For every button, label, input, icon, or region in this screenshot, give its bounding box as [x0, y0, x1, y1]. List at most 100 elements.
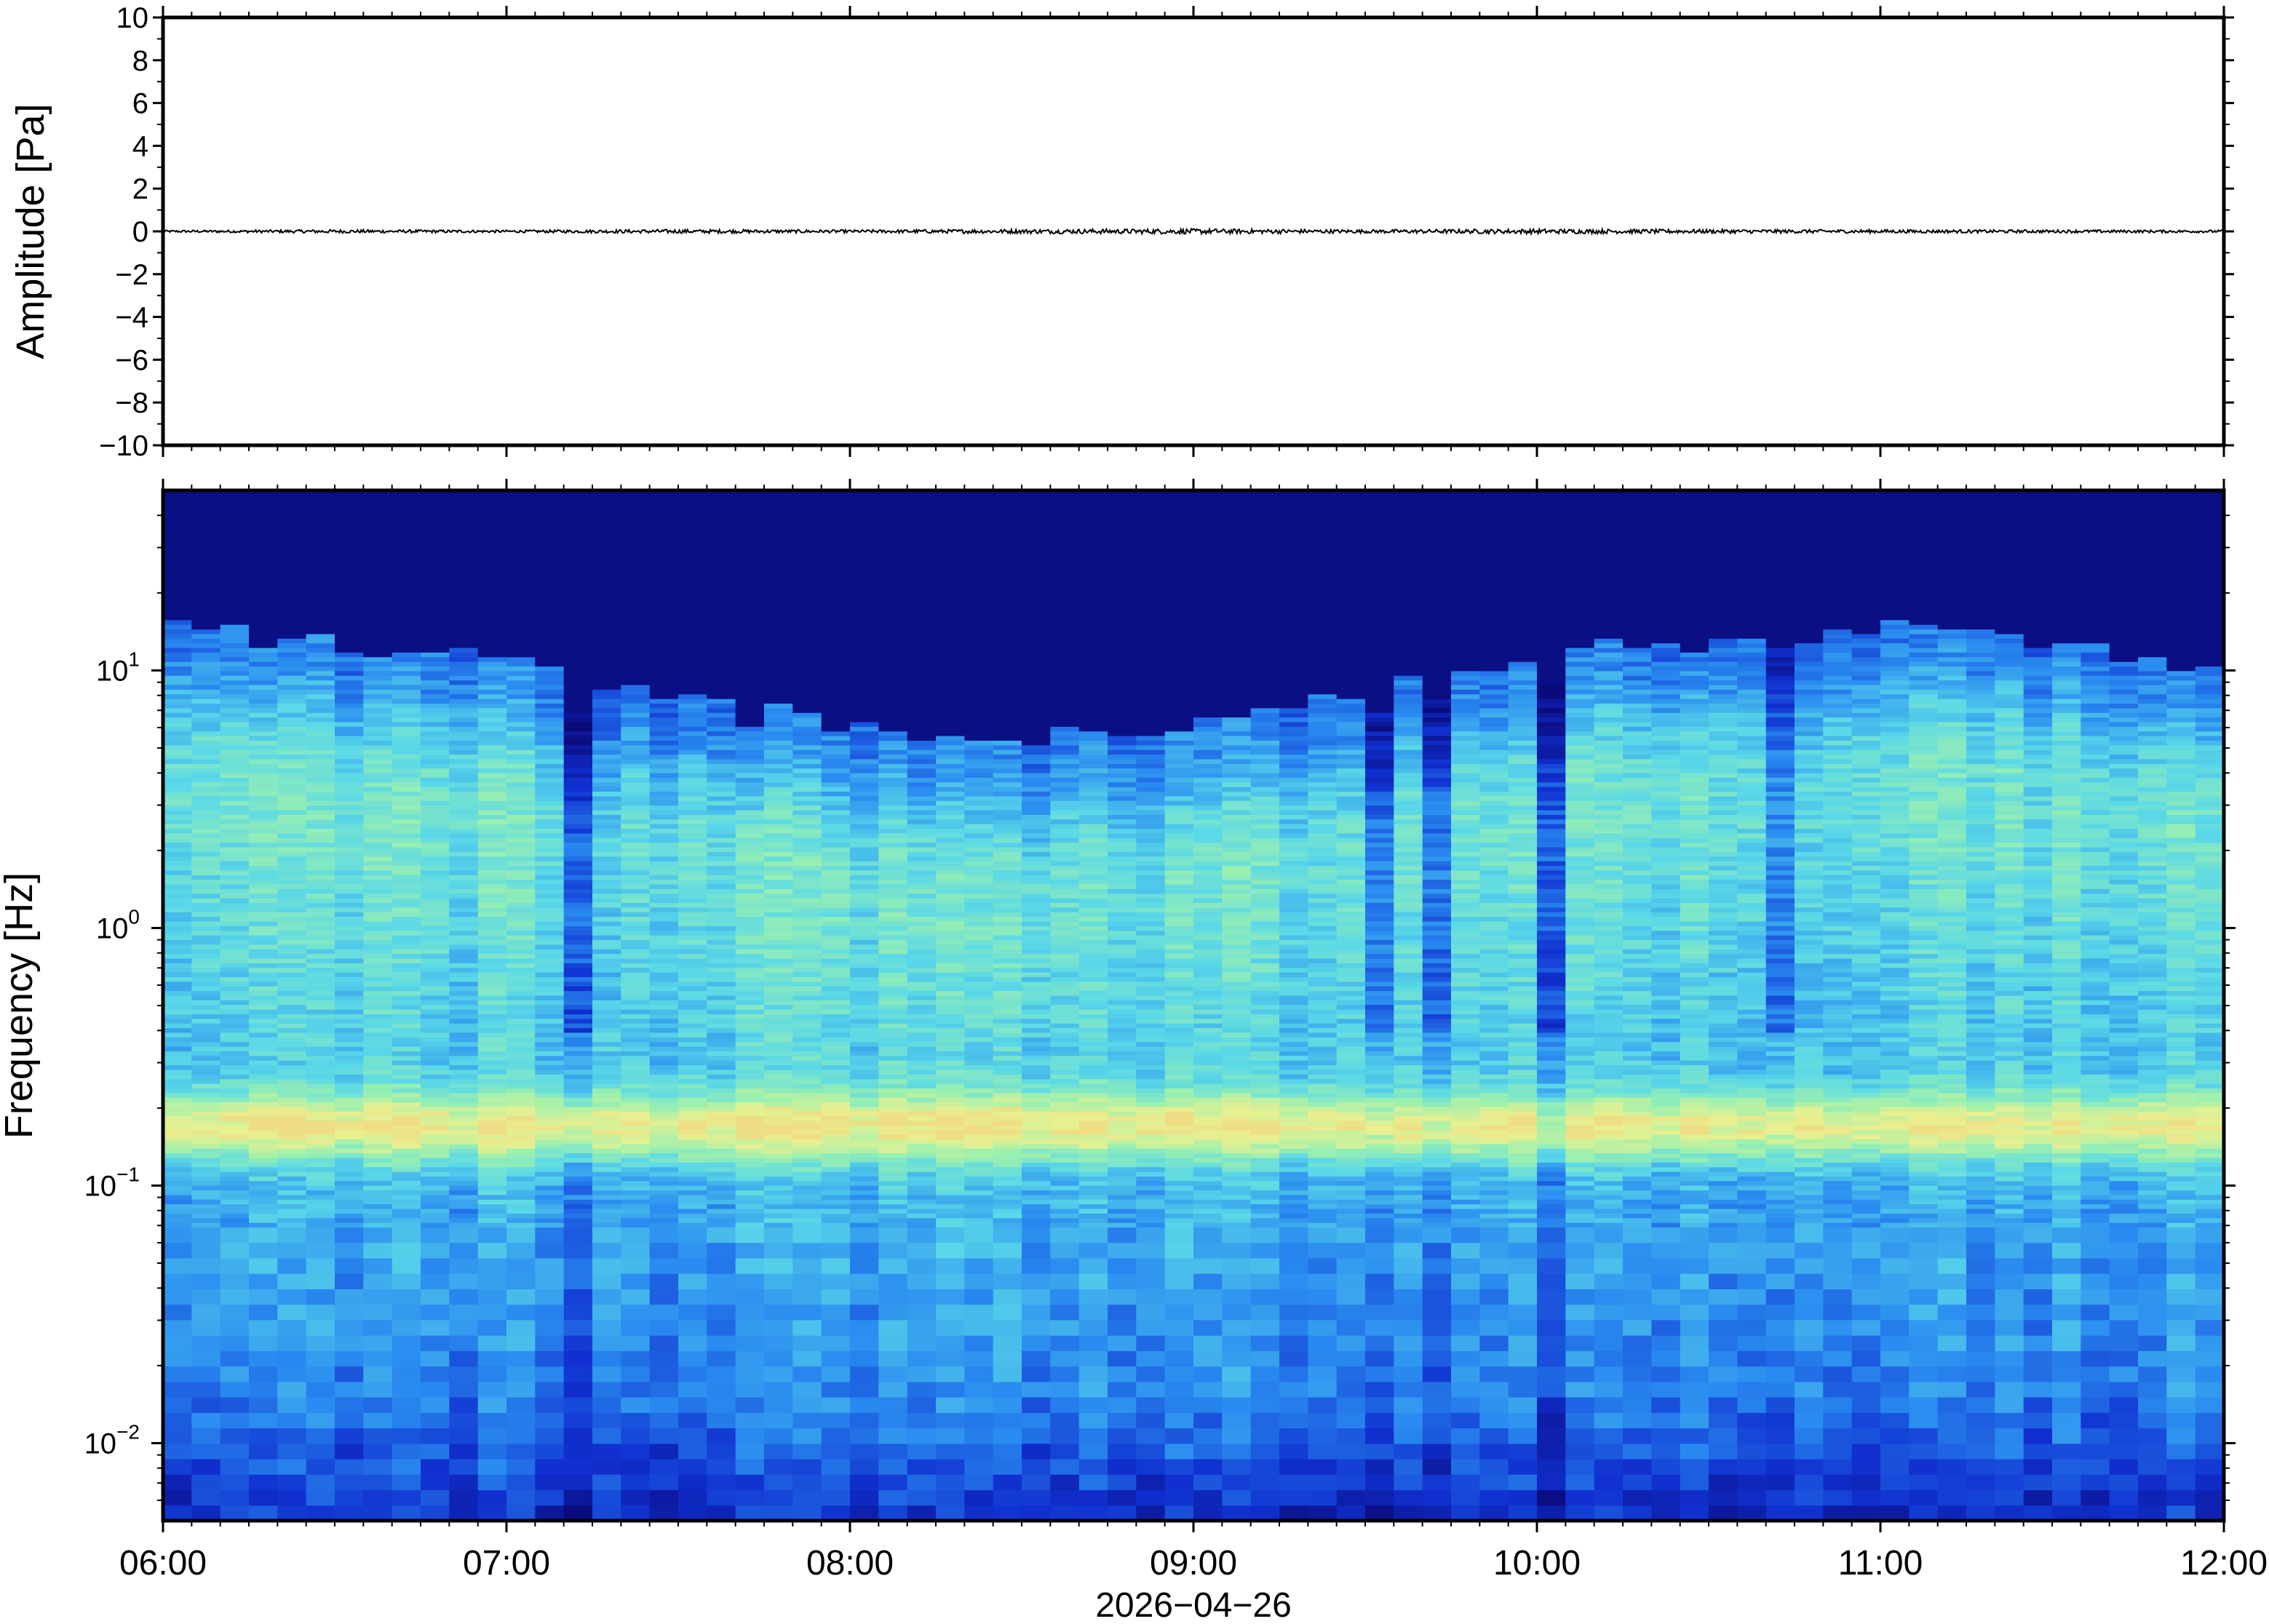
spectrogram-cell: [477, 1037, 507, 1043]
spectrogram-cell: [220, 995, 250, 1000]
spectrogram-cell: [306, 596, 335, 602]
spectrogram-cell: [163, 1505, 192, 1521]
spectrogram-cell: [163, 837, 192, 843]
spectrogram-cell: [335, 1097, 364, 1102]
spectrogram-cell: [535, 1162, 565, 1168]
spectrogram-cell: [277, 1064, 307, 1070]
spectrogram-cell: [306, 1304, 335, 1321]
spectrogram-cell: [764, 1190, 793, 1195]
spectrogram-cell: [363, 629, 393, 634]
spectrogram-cell: [392, 1000, 421, 1006]
spectrogram-cell: [220, 707, 250, 713]
spectrogram-cell: [821, 935, 851, 940]
spectrogram-cell: [277, 893, 307, 899]
spectrogram-cell: [821, 814, 851, 820]
spectrogram-cell: [477, 494, 507, 500]
spectrogram-cell: [191, 967, 221, 973]
spectrogram-cell: [678, 1134, 707, 1139]
spectrogram-cell: [220, 791, 250, 797]
spectrogram-cell: [506, 707, 536, 713]
spectrogram-cell: [621, 949, 651, 955]
spectrogram-cell: [563, 1078, 593, 1084]
spectrogram-cell: [477, 749, 507, 755]
spectrogram-cell: [306, 1055, 335, 1061]
spectrogram-cell: [191, 1004, 221, 1010]
spectrogram-cell: [506, 749, 536, 755]
spectrogram-cell: [363, 740, 393, 746]
spectrogram-cell: [249, 592, 278, 597]
spectrogram-cell: [878, 1304, 908, 1321]
spectrogram-cell: [850, 1060, 879, 1065]
spectrogram-cell: [277, 721, 307, 727]
spectrogram-cell: [277, 1180, 307, 1186]
spectrogram-cell: [163, 949, 192, 955]
spectrogram-cell: [363, 1092, 393, 1098]
spectrogram-cell: [191, 879, 221, 885]
spectrogram-cell: [649, 1185, 679, 1191]
spectrogram-cells: [163, 490, 2224, 1521]
spectrogram-cell: [735, 763, 765, 769]
spectrogram-cell: [678, 1074, 707, 1080]
spectrogram-cell: [850, 787, 879, 792]
spectrogram-cell: [592, 1474, 621, 1491]
spectrogram-cell: [421, 1474, 450, 1491]
spectrogram-cell: [477, 1014, 507, 1019]
spectrogram-cell: [707, 1032, 736, 1038]
spectrogram-cell: [306, 680, 335, 685]
spectrogram-cell: [306, 883, 335, 889]
spectrogram-cell: [220, 1102, 250, 1107]
spectrogram-cell: [335, 902, 364, 908]
spectrogram-cell: [220, 828, 250, 834]
spectrogram-cell: [592, 666, 621, 672]
spectrogram-cell: [621, 605, 651, 611]
spectrogram-cell: [363, 517, 393, 523]
spectrogram-cell: [363, 684, 393, 690]
spectrogram-cell: [535, 939, 565, 945]
spectrogram-cell: [678, 490, 707, 495]
spectrogram-cell: [249, 1088, 278, 1094]
spectrogram-cell: [878, 693, 908, 699]
spectrogram-cell: [191, 810, 221, 815]
spectrogram-cell: [792, 1032, 822, 1038]
spectrogram-cell: [621, 1428, 651, 1444]
spectrogram-cell: [621, 1227, 651, 1243]
spectrogram-cell: [277, 1319, 307, 1336]
spectrogram-cell: [821, 893, 851, 899]
spectrogram-cell: [249, 1092, 278, 1098]
spectrogram-cell: [878, 781, 908, 787]
spectrogram-cell: [592, 1055, 621, 1061]
spectrogram-cell: [563, 513, 593, 519]
spectrogram-cell: [249, 698, 278, 704]
spectrogram-cell: [907, 740, 937, 746]
spectrogram-cell: [163, 693, 192, 699]
spectrogram-cell: [506, 721, 536, 727]
spectrogram-cell: [392, 953, 421, 959]
spectrogram-cell: [220, 490, 250, 495]
spectrogram-cell: [707, 1097, 736, 1102]
spectrogram-cell: [621, 693, 651, 699]
spectrogram-cell: [907, 749, 937, 755]
spectrogram-cell: [563, 861, 593, 867]
spectrogram-cell: [249, 680, 278, 685]
spectrogram-cell: [535, 1153, 565, 1158]
spectrogram-cell: [392, 1120, 421, 1126]
spectrogram-cell: [878, 875, 908, 880]
spectrogram-cell: [678, 1217, 707, 1223]
spectrogram-cell: [306, 861, 335, 867]
spectrogram-cell: [649, 707, 679, 713]
spectrogram-cell: [878, 810, 908, 815]
spectrogram-cell: [191, 814, 221, 820]
spectrogram-cell: [563, 536, 593, 541]
spectrogram-cell: [163, 726, 192, 732]
spectrogram-cell: [592, 527, 621, 533]
spectrogram-cell: [335, 1139, 364, 1145]
spectrogram-cell: [535, 1397, 565, 1413]
spectrogram-cell: [335, 712, 364, 718]
spectrogram-cell: [163, 1350, 192, 1367]
spectrogram-cell: [592, 693, 621, 699]
spectrogram-cell: [592, 875, 621, 880]
spectrogram-cell: [191, 958, 221, 963]
spectrogram-cell: [649, 1428, 679, 1444]
spectrogram-cell: [850, 536, 879, 541]
spectrogram-cell: [535, 564, 565, 570]
